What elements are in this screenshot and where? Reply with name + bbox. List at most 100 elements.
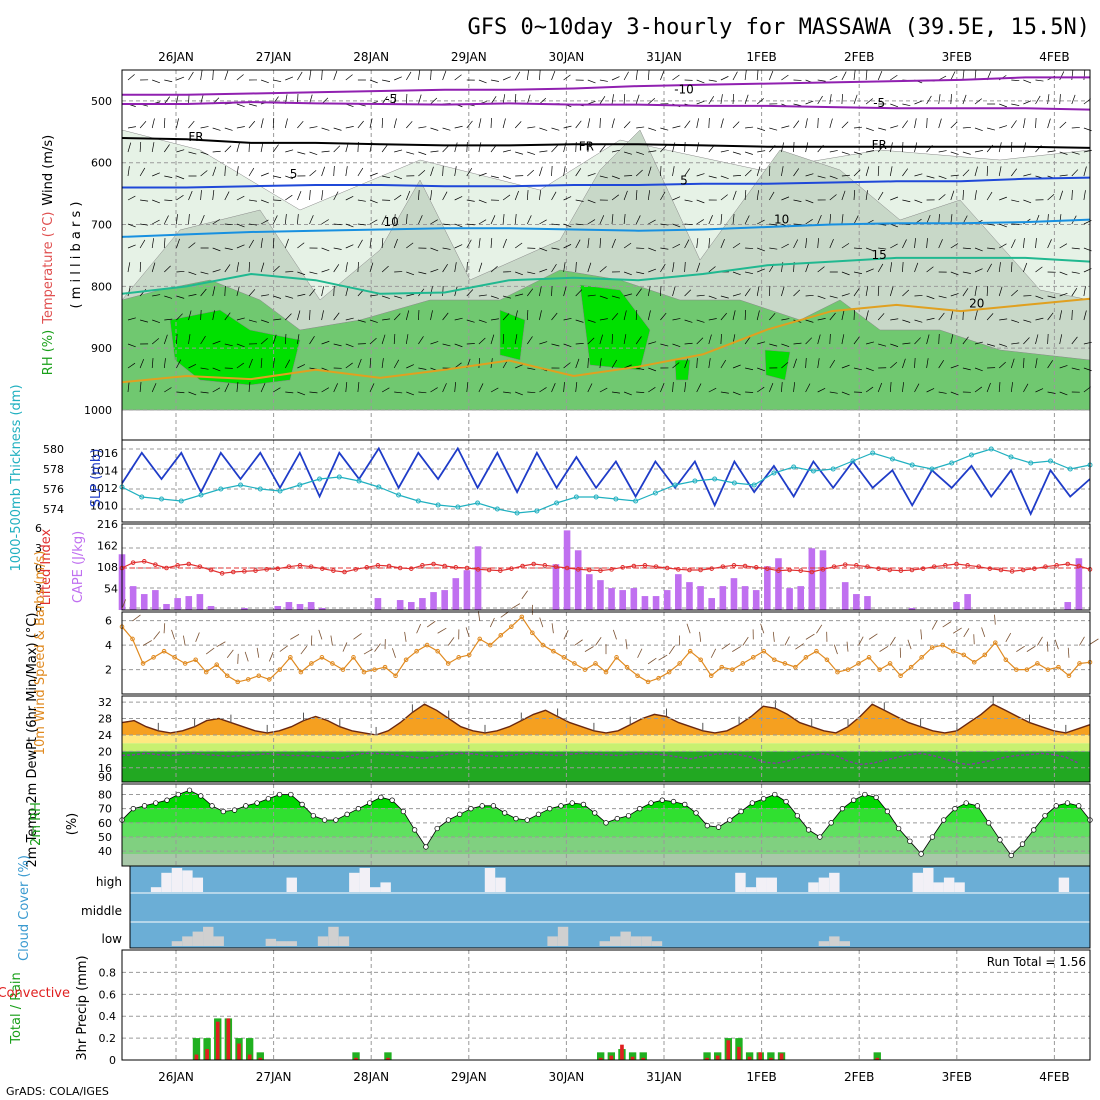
wind-barb — [647, 70, 650, 81]
wind-barb — [176, 118, 179, 129]
wind-barb — [877, 191, 884, 201]
wind-barb — [151, 238, 154, 249]
wind-barb — [442, 247, 451, 250]
wind-speed-point — [509, 624, 514, 630]
wind-barb — [950, 271, 959, 276]
isotherm-line — [121, 218, 1091, 238]
cape-tick-label: 216 — [97, 518, 118, 531]
rh-point — [682, 801, 688, 808]
wind-barb — [720, 391, 729, 394]
wind-barb — [914, 383, 920, 393]
wind-barb — [1035, 266, 1043, 273]
li-point — [386, 563, 392, 569]
wind-speed-point — [929, 645, 935, 650]
wind-barb — [648, 268, 657, 273]
wind-barb — [551, 343, 560, 347]
wind-barb — [526, 70, 529, 81]
wind-barb — [865, 190, 868, 201]
wind-barb — [333, 343, 342, 347]
wind-barb — [611, 149, 620, 153]
rh-band — [122, 822, 1090, 837]
wind-barb — [865, 367, 874, 372]
li-point — [486, 567, 492, 573]
wind-barb — [151, 142, 155, 153]
wind-barb-10m — [721, 643, 731, 650]
wind-barb-10m — [994, 614, 996, 625]
thickness-point — [435, 502, 441, 508]
li-point — [753, 565, 759, 570]
wind-barb — [502, 238, 507, 249]
wind-barb — [563, 223, 572, 228]
li-point — [698, 567, 703, 573]
wind-barb — [1035, 317, 1044, 321]
wind-barb — [720, 194, 728, 201]
cape-bar — [152, 590, 159, 610]
wind-speed-point — [214, 662, 219, 668]
low-cloud-bar — [630, 936, 642, 946]
wind-barb — [974, 386, 983, 393]
wind-barb — [164, 175, 173, 178]
wind-barb — [599, 387, 608, 393]
wind-barb-10m — [699, 631, 702, 642]
wind-barb — [406, 271, 415, 276]
wind-barb — [539, 341, 548, 345]
high-cloud-bar — [161, 872, 172, 892]
wind-barb-10m — [637, 648, 643, 658]
wind-barb — [151, 383, 157, 393]
wind-barb — [248, 167, 255, 177]
li-tick-label: 6 — [35, 522, 42, 535]
bottom-date-axis: 26JAN 27JAN 28JAN 29JAN 30JAN 31JAN 1FEB 2FEB 3F… — [158, 1070, 1069, 1084]
wind-barb — [660, 382, 665, 393]
wind-barb-10m — [1046, 641, 1049, 652]
cloud-axis-label: Cloud Cover (%) — [17, 855, 32, 961]
low-cloud-bar — [547, 936, 558, 946]
wind-barb — [490, 215, 496, 225]
wind-barb — [587, 219, 596, 225]
wind-barb — [284, 238, 289, 249]
wind-barb — [394, 295, 403, 299]
wind-barb — [454, 142, 458, 153]
thickness-tick-label: 576 — [43, 483, 64, 496]
wind-barb — [793, 103, 802, 107]
wind-barb — [188, 71, 194, 81]
wind-barb — [151, 118, 155, 129]
high-cloud-bar — [349, 872, 360, 892]
cape-bar — [441, 590, 448, 610]
slp-axis-label: SLP (mb) — [89, 449, 104, 508]
wind-barb — [200, 94, 204, 105]
wind-barb — [660, 145, 667, 153]
wind-barb-10m — [595, 637, 602, 646]
wind-speed-point — [277, 667, 283, 672]
wind-barb — [176, 76, 185, 81]
wind-barb — [418, 151, 427, 155]
rh-point — [580, 801, 587, 808]
wind-barb — [732, 190, 737, 201]
precip-total-bar — [192, 1038, 201, 1060]
wind-barb — [490, 96, 497, 105]
chart-title: GFS 0~10day 3-hourly for MASSAWA (39.5E,… — [467, 15, 1090, 40]
cape-tick-label: 162 — [97, 540, 118, 553]
wind-barb — [200, 126, 209, 129]
wind-barb — [841, 214, 844, 225]
wind-barb — [551, 70, 556, 81]
wind-speed-point — [940, 642, 945, 648]
wind-barb — [515, 391, 523, 396]
wind-barb — [212, 70, 214, 81]
li-point — [631, 563, 637, 569]
wind-barb — [321, 219, 329, 225]
wind-barb — [309, 391, 318, 394]
li-point — [1009, 569, 1015, 574]
cape-bar — [775, 558, 782, 610]
high-cloud-bar — [923, 868, 934, 892]
high-cloud-bar — [954, 882, 965, 892]
wind-barb — [333, 70, 338, 81]
wind-barb — [793, 342, 802, 345]
wind-barb — [902, 358, 906, 369]
cape-bar — [853, 594, 860, 610]
wind-barb — [648, 219, 656, 225]
wind-barb — [914, 199, 923, 204]
thickness-tick-label: 578 — [43, 463, 64, 476]
wind-barb — [1011, 289, 1019, 297]
wind-barb — [624, 151, 632, 155]
wind-speed-point — [614, 655, 619, 660]
